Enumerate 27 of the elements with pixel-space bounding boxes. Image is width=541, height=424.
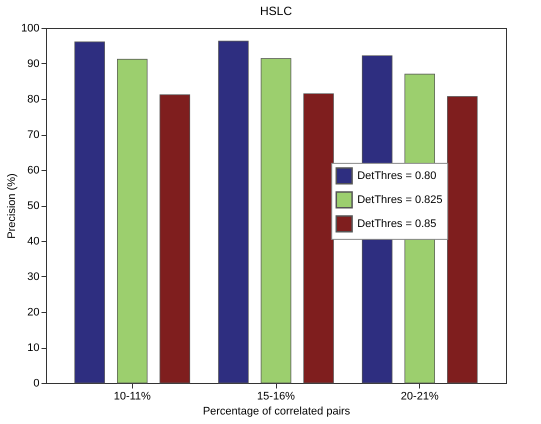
bar — [303, 93, 334, 384]
x-tick-label: 20-21% — [400, 390, 439, 402]
bar — [218, 40, 249, 384]
y-tick-label: 80 — [27, 94, 40, 106]
y-tick-label: 60 — [27, 164, 40, 176]
chart-title: HSLC — [260, 4, 292, 18]
y-tick-label: 40 — [27, 236, 40, 248]
y-tick-label: 30 — [27, 271, 40, 283]
bar — [260, 58, 292, 384]
legend-label: DetThres = 0.85 — [357, 218, 436, 230]
legend-label: DetThres = 0.80 — [357, 170, 436, 182]
legend-label: DetThres = 0.825 — [357, 194, 443, 206]
y-axis-title: Precision (%) — [6, 173, 18, 239]
y-tick-label: 0 — [33, 378, 40, 390]
y-tick-label: 20 — [27, 306, 40, 318]
bar — [74, 41, 105, 384]
x-tick-label: 10-11% — [114, 390, 152, 402]
y-tick-label: 50 — [27, 200, 40, 212]
y-tick-label: 70 — [27, 129, 40, 141]
y-tick-label: 100 — [21, 22, 40, 34]
y-tick-label: 90 — [27, 58, 40, 70]
bar — [116, 58, 148, 384]
x-axis-title: Percentage of correlated pairs — [202, 406, 351, 418]
bar — [160, 94, 190, 384]
bar — [447, 96, 478, 384]
y-tick-label: 10 — [27, 342, 40, 354]
x-tick-label: 15-16% — [257, 390, 296, 402]
